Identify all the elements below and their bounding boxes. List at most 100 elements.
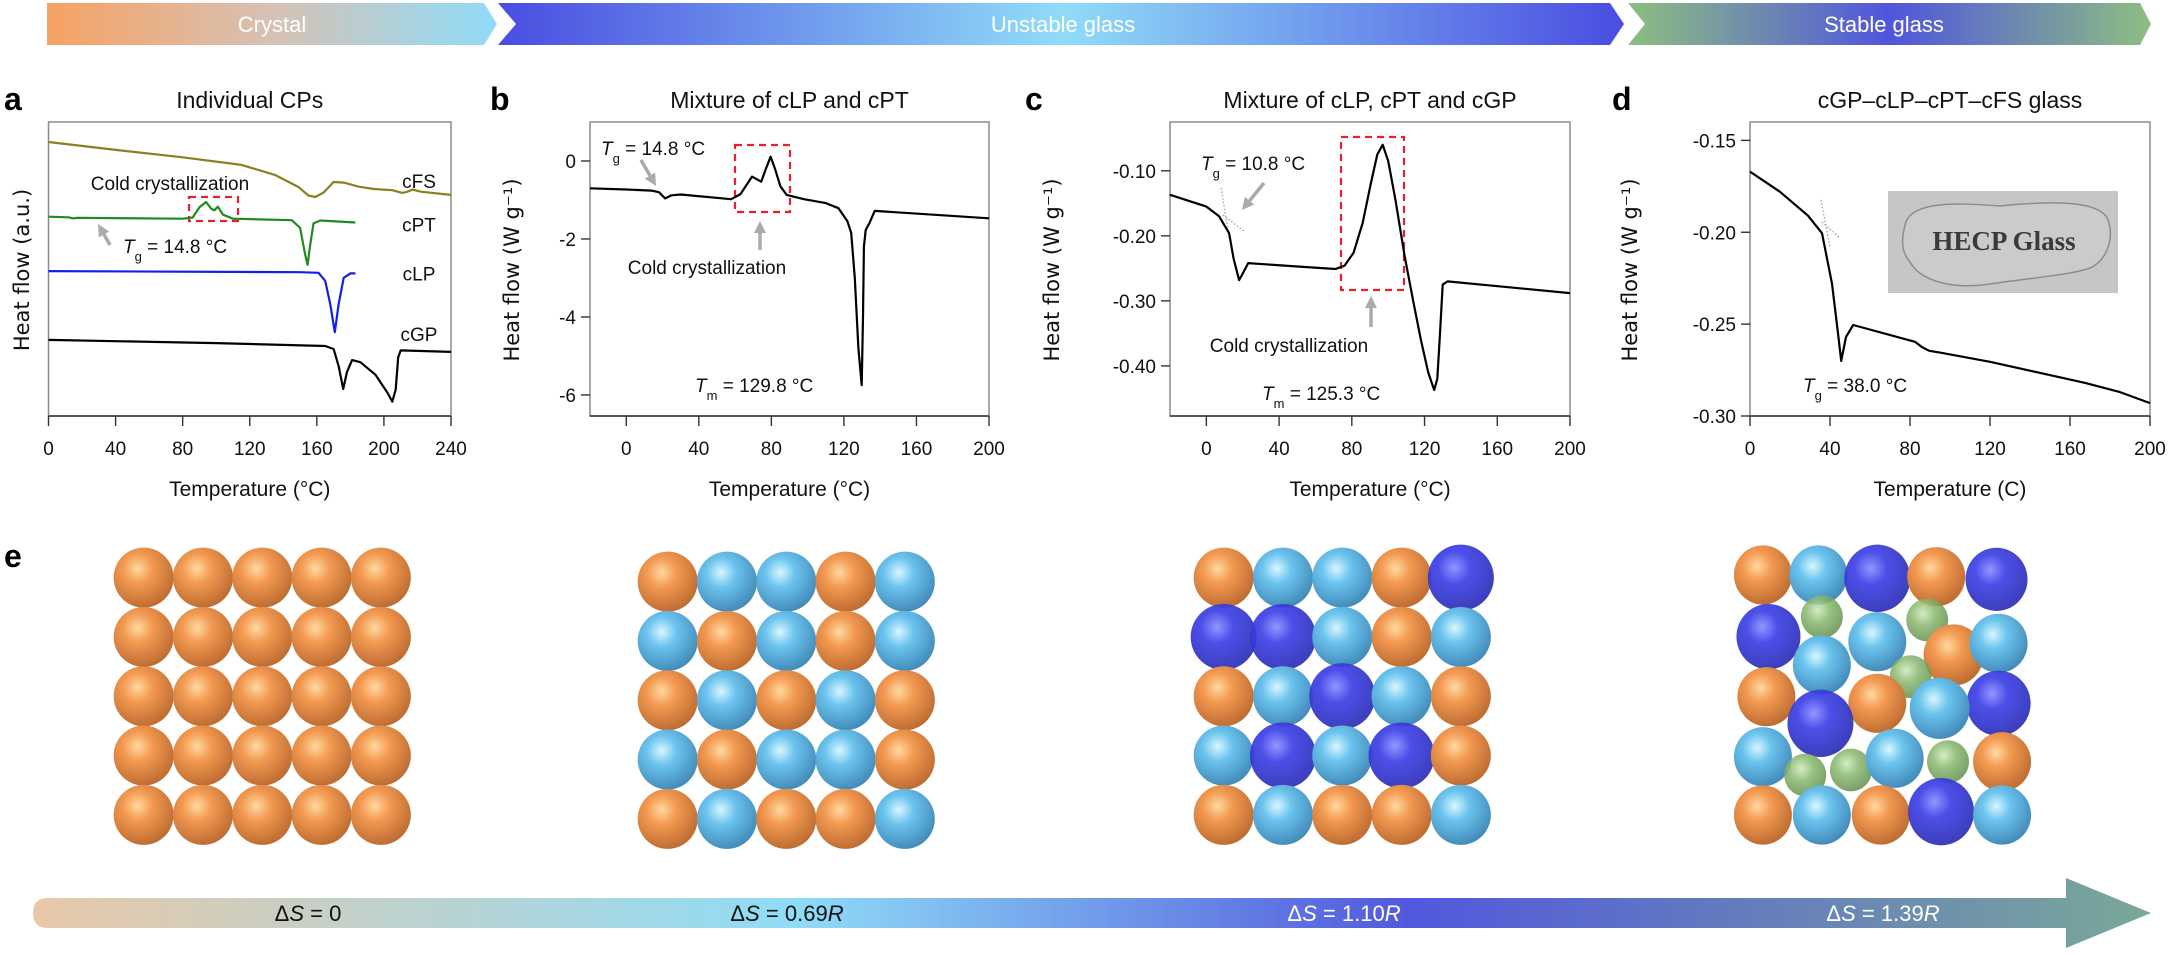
series-line <box>589 155 990 387</box>
sphere-orange <box>1193 784 1254 845</box>
series-line-cGP <box>48 338 452 403</box>
panel-label-d: d <box>1612 81 1632 117</box>
tg-label: Tg = 38.0 °C <box>1803 376 1907 403</box>
cold-crystallization-highlight-box <box>733 143 792 214</box>
entropy-symbol: S <box>745 901 760 926</box>
sphere-model-4 <box>1733 544 2032 846</box>
x-tick-label: 200 <box>973 439 1005 460</box>
inset-photo-text: HECP Glass <box>1932 226 2075 256</box>
tg-label-value: = 14.8 °C <box>142 237 227 258</box>
x-tick-label: 80 <box>761 439 782 460</box>
sphere-orange <box>350 725 411 786</box>
tg-label: Tg = 10.8 °C <box>1201 154 1305 181</box>
gas-constant-unit: R <box>1924 901 1940 926</box>
tg-label-subscript: g <box>613 151 620 166</box>
panel-label-a: a <box>4 81 22 117</box>
series-line <box>1749 170 2151 405</box>
tangent-guide-line <box>1821 221 1841 239</box>
sphere-lightblue <box>1193 725 1254 786</box>
series-line-cLP <box>48 270 356 334</box>
cold-crystallization-label: Cold crystallization <box>628 258 786 279</box>
sphere-orange <box>350 606 411 667</box>
sphere-orange <box>232 606 293 667</box>
x-tick-label: 0 <box>1745 439 1756 460</box>
sphere-orange <box>874 670 935 731</box>
entropy-value: = 0.69 <box>760 901 828 926</box>
series-line-cFS <box>48 140 452 199</box>
cold-crystallization-arrow <box>754 221 766 250</box>
hecp-glass-photo-inset: HECP Glass <box>1888 191 2118 293</box>
tm-label-symbol: T <box>695 376 708 397</box>
sphere-lightblue <box>696 788 757 849</box>
panel-a-chart: a Individual CPs 0 40 80 120 160 200 240 Temperat… <box>4 81 467 501</box>
x-tick-label: 40 <box>1269 439 1290 460</box>
panel-b-chart: b Mixture of cLP and cPT 0 40 80 120 160 200 0 -2… <box>490 81 1005 501</box>
entropy-label: ΔS = 0 <box>275 901 342 926</box>
delta-symbol: Δ <box>1826 901 1841 926</box>
y-tick-label: -0.20 <box>1693 223 1736 244</box>
x-tick-label: 80 <box>172 439 193 460</box>
tm-label-value: = 125.3 °C <box>1284 384 1380 405</box>
x-tick-label: 0 <box>43 439 54 460</box>
sphere-lightblue <box>1430 784 1491 845</box>
sphere-green <box>1784 753 1827 797</box>
x-tick-label: 160 <box>1481 439 1513 460</box>
panel-label-c: c <box>1025 81 1043 117</box>
sphere-lightblue <box>874 788 935 849</box>
sphere-orange <box>696 729 757 790</box>
y-axis-label: Heat flow (W g⁻¹) <box>1618 178 1642 361</box>
sphere-orange <box>172 666 233 727</box>
sphere-orange <box>291 547 352 608</box>
sphere-blue <box>1965 547 2028 611</box>
sphere-lightblue <box>696 551 757 612</box>
sphere-lightblue <box>815 670 876 731</box>
sphere-orange <box>815 788 876 849</box>
banner-crystal-label: Crystal <box>238 12 306 37</box>
sphere-lightblue <box>874 610 935 671</box>
plot-frame <box>47 121 452 417</box>
sphere-lightblue <box>696 670 757 731</box>
banner-unstable-glass-label: Unstable glass <box>991 12 1135 37</box>
sphere-lightblue <box>1312 547 1373 608</box>
y-axis-label: Heat flow (W g⁻¹) <box>500 178 524 361</box>
sphere-orange <box>1430 725 1491 786</box>
sphere-lightblue <box>1789 545 1848 605</box>
sphere-lightblue <box>1792 635 1851 695</box>
cold-crystallization-arrow <box>1365 296 1377 327</box>
sphere-lightblue <box>1252 666 1313 727</box>
tg-label-symbol: T <box>123 237 136 258</box>
chart-title: Individual CPs <box>176 87 323 113</box>
x-axis-label: Temperature (°C) <box>1289 478 1450 501</box>
x-axis-label: Temperature (°C) <box>709 478 870 501</box>
sphere-orange <box>232 784 293 845</box>
gas-constant-unit: R <box>828 901 844 926</box>
x-tick-label: 40 <box>688 439 709 460</box>
sphere-orange <box>172 725 233 786</box>
sphere-lightblue <box>1252 547 1313 608</box>
sphere-orange <box>1371 784 1432 845</box>
sphere-orange <box>232 666 293 727</box>
x-tick-label: 120 <box>1409 439 1441 460</box>
sphere-orange <box>815 551 876 612</box>
chart-title: Mixture of cLP, cPT and cGP <box>1223 87 1516 113</box>
sphere-lightblue <box>1252 784 1313 845</box>
chart-title: Mixture of cLP and cPT <box>670 87 909 113</box>
sphere-lightblue <box>756 551 817 612</box>
x-tick-label: 160 <box>901 439 933 460</box>
panel-label-e: e <box>4 538 22 574</box>
sphere-lightblue <box>1973 785 2032 845</box>
sphere-lightblue <box>637 610 698 671</box>
sphere-orange <box>1193 547 1254 608</box>
sphere-lightblue <box>1969 613 2028 673</box>
tg-label-symbol: T <box>1201 154 1214 175</box>
x-tick-label: 80 <box>1899 439 1920 460</box>
sphere-blue <box>1368 722 1435 789</box>
sphere-orange <box>350 666 411 727</box>
sphere-lightblue <box>1312 606 1373 667</box>
sphere-orange <box>696 610 757 671</box>
sphere-lightblue <box>1865 728 1924 788</box>
entropy-label: ΔS = 1.39R <box>1826 901 1939 926</box>
sphere-orange <box>232 547 293 608</box>
x-tick-label: 40 <box>105 439 126 460</box>
tg-label: Tg = 14.8 °C <box>123 237 227 264</box>
